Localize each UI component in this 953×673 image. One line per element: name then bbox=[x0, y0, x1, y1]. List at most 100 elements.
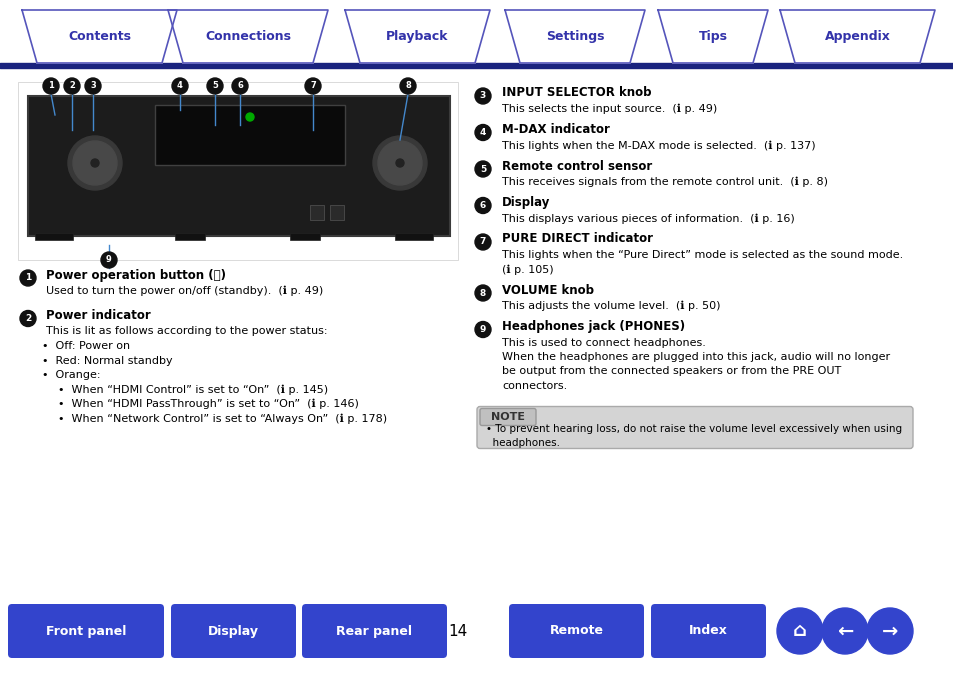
Text: This displays various pieces of information.  (ℹ p. 16): This displays various pieces of informat… bbox=[501, 213, 794, 223]
Text: Settings: Settings bbox=[545, 30, 603, 43]
Circle shape bbox=[207, 78, 223, 94]
Text: This receives signals from the remote control unit.  (ℹ p. 8): This receives signals from the remote co… bbox=[501, 177, 827, 187]
Circle shape bbox=[377, 141, 421, 185]
Circle shape bbox=[85, 78, 101, 94]
Text: NOTE: NOTE bbox=[491, 413, 524, 423]
Text: Playback: Playback bbox=[386, 30, 448, 43]
Polygon shape bbox=[345, 10, 490, 63]
Text: INPUT SELECTOR knob: INPUT SELECTOR knob bbox=[501, 87, 651, 100]
Text: 3: 3 bbox=[479, 92, 486, 100]
Circle shape bbox=[475, 285, 491, 301]
Text: Tips: Tips bbox=[698, 30, 727, 43]
Text: Headphones jack (PHONES): Headphones jack (PHONES) bbox=[501, 320, 684, 333]
Text: ←: ← bbox=[836, 621, 852, 641]
Text: •  Off: Power on: • Off: Power on bbox=[42, 341, 130, 351]
Bar bbox=[395, 233, 433, 240]
Text: This selects the input source.  (ℹ p. 49): This selects the input source. (ℹ p. 49) bbox=[501, 104, 717, 114]
Text: Rear panel: Rear panel bbox=[336, 625, 412, 637]
Circle shape bbox=[20, 270, 36, 286]
Text: This is used to connect headphones.: This is used to connect headphones. bbox=[501, 337, 705, 347]
Text: •  When “HDMI Control” is set to “On”  (ℹ p. 145): • When “HDMI Control” is set to “On” (ℹ … bbox=[58, 384, 328, 394]
Text: be output from the connected speakers or from the PRE OUT: be output from the connected speakers or… bbox=[501, 367, 841, 376]
Text: Index: Index bbox=[688, 625, 727, 637]
FancyBboxPatch shape bbox=[650, 604, 765, 658]
Text: 7: 7 bbox=[310, 81, 315, 90]
Text: Contents: Contents bbox=[68, 30, 131, 43]
Text: 1: 1 bbox=[48, 81, 54, 90]
Text: 8: 8 bbox=[479, 289, 486, 297]
Circle shape bbox=[475, 322, 491, 337]
Circle shape bbox=[305, 78, 320, 94]
Text: Appendix: Appendix bbox=[823, 30, 889, 43]
Text: This is lit as follows according to the power status:: This is lit as follows according to the … bbox=[46, 326, 327, 336]
Text: Front panel: Front panel bbox=[46, 625, 126, 637]
Text: 5: 5 bbox=[479, 164, 486, 174]
Text: 7: 7 bbox=[479, 238, 486, 246]
Text: 4: 4 bbox=[177, 81, 183, 90]
Circle shape bbox=[73, 141, 117, 185]
Circle shape bbox=[866, 608, 912, 654]
Text: 6: 6 bbox=[236, 81, 243, 90]
Text: 5: 5 bbox=[212, 81, 217, 90]
Text: •  Red: Normal standby: • Red: Normal standby bbox=[42, 355, 172, 365]
Bar bbox=[290, 233, 319, 240]
Circle shape bbox=[246, 113, 253, 121]
Text: 4: 4 bbox=[479, 128, 486, 137]
FancyBboxPatch shape bbox=[476, 406, 912, 448]
Bar bbox=[35, 233, 73, 240]
Circle shape bbox=[475, 197, 491, 213]
Circle shape bbox=[776, 608, 822, 654]
Polygon shape bbox=[168, 10, 328, 63]
Circle shape bbox=[68, 136, 122, 190]
Bar bbox=[18, 82, 457, 260]
Circle shape bbox=[475, 88, 491, 104]
Text: • To prevent hearing loss, do not raise the volume level excessively when using: • To prevent hearing loss, do not raise … bbox=[485, 425, 902, 435]
Bar bbox=[174, 233, 205, 240]
Text: 14: 14 bbox=[448, 623, 467, 639]
Text: This lights when the M-DAX mode is selected.  (ℹ p. 137): This lights when the M-DAX mode is selec… bbox=[501, 140, 815, 151]
Text: When the headphones are plugged into this jack, audio will no longer: When the headphones are plugged into thi… bbox=[501, 352, 889, 362]
Circle shape bbox=[63, 131, 127, 195]
Text: 9: 9 bbox=[106, 256, 112, 264]
Text: 6: 6 bbox=[479, 201, 486, 210]
Text: 2: 2 bbox=[25, 314, 31, 323]
Circle shape bbox=[475, 161, 491, 177]
Circle shape bbox=[91, 159, 99, 167]
Text: •  When “Network Control” is set to “Always On”  (ℹ p. 178): • When “Network Control” is set to “Alwa… bbox=[58, 413, 387, 424]
Polygon shape bbox=[22, 10, 177, 63]
FancyBboxPatch shape bbox=[479, 409, 536, 425]
Circle shape bbox=[373, 136, 427, 190]
Text: Connections: Connections bbox=[205, 30, 291, 43]
Text: 2: 2 bbox=[69, 81, 75, 90]
Circle shape bbox=[172, 78, 188, 94]
Text: 1: 1 bbox=[25, 273, 31, 283]
Text: Used to turn the power on/off (standby).  (ℹ p. 49): Used to turn the power on/off (standby).… bbox=[46, 286, 323, 296]
Bar bbox=[154, 105, 345, 165]
Text: Remote: Remote bbox=[549, 625, 603, 637]
Circle shape bbox=[232, 78, 248, 94]
Circle shape bbox=[821, 608, 867, 654]
Text: Display: Display bbox=[501, 196, 550, 209]
Text: Power indicator: Power indicator bbox=[46, 309, 151, 322]
Bar bbox=[310, 205, 324, 220]
Polygon shape bbox=[504, 10, 644, 63]
Circle shape bbox=[368, 131, 432, 195]
Circle shape bbox=[475, 125, 491, 141]
FancyBboxPatch shape bbox=[171, 604, 295, 658]
Circle shape bbox=[43, 78, 59, 94]
Text: headphones.: headphones. bbox=[485, 437, 559, 448]
Polygon shape bbox=[658, 10, 767, 63]
Text: ⌂: ⌂ bbox=[792, 621, 806, 641]
Polygon shape bbox=[780, 10, 934, 63]
Circle shape bbox=[20, 310, 36, 326]
FancyBboxPatch shape bbox=[509, 604, 643, 658]
Circle shape bbox=[395, 159, 403, 167]
Text: This adjusts the volume level.  (ℹ p. 50): This adjusts the volume level. (ℹ p. 50) bbox=[501, 301, 720, 311]
Text: Power operation button (⏻): Power operation button (⏻) bbox=[46, 269, 226, 281]
Text: Display: Display bbox=[208, 625, 258, 637]
Text: PURE DIRECT indicator: PURE DIRECT indicator bbox=[501, 232, 652, 246]
Bar bbox=[28, 96, 450, 236]
Circle shape bbox=[475, 234, 491, 250]
Text: M-DAX indicator: M-DAX indicator bbox=[501, 123, 609, 136]
Text: connectors.: connectors. bbox=[501, 381, 567, 391]
